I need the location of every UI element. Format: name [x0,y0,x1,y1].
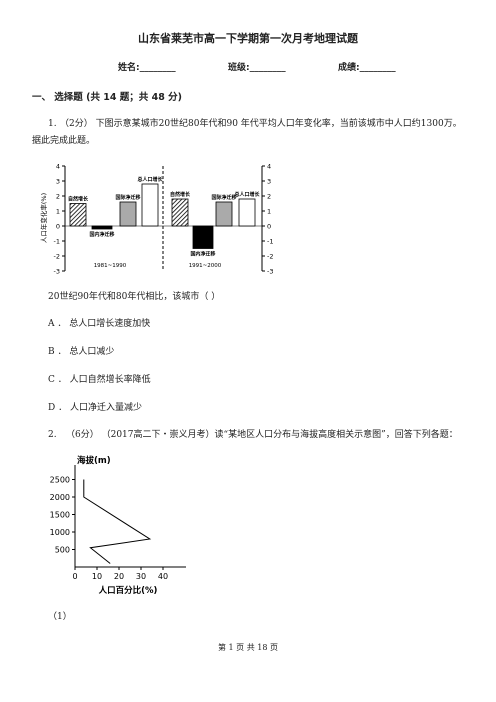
option[interactable]: B ． 总人口减少 [48,347,115,357]
bar [141,183,159,227]
bar [119,201,137,227]
y-tick-label: -2 [54,253,60,261]
bar-label: 自然增长 [68,196,89,203]
y-tick-label: -3 [267,268,273,276]
y-tick-label: 1 [267,208,271,216]
y-tick-label: 0 [267,223,271,231]
bar [171,198,189,227]
bar-label: 国内净迁移 [190,251,215,258]
y-tick-label: 4 [56,163,60,171]
bar [215,201,233,227]
question-stem: 20世纪90年代和80年代相比，该城市（ ） [48,292,221,302]
option[interactable]: C ． 人口自然增长率降低 [48,375,151,385]
y-tick-label: 2000 [50,493,70,502]
bar [192,225,214,249]
axis-title: 海拔(m) [77,455,111,466]
question-text: （2分） 下图示意某城市20世纪80年代和90 年代平均人口年变化率，当前该城市… [32,119,462,146]
x-axis-label: 人口百分比(%) [99,585,158,596]
data-line [83,479,152,564]
question-number: 1. [48,119,57,129]
y-axis-label: 人口年变化率(%) [40,193,48,243]
population-change-chart: -3 -3 -2 -2 -1 -1 0 0 1 1 2 2 3 3 4 4 人口年变化率(%) 1981~1990… [40,163,273,276]
y-tick-label: 0 [56,223,60,231]
y-tick-label: 2 [56,193,60,201]
question-number: 2. [48,430,57,440]
y-tick-label: 4 [267,163,271,171]
bar-label: 总人口增长 [137,176,163,183]
question-text: （6分） （2017高二下・崇义月考）读“某地区人口分布与海拔高度相关示意图”，… [66,430,458,440]
y-tick-label: -1 [54,238,60,246]
bar [238,198,256,227]
y-tick-label: 3 [56,178,60,186]
y-tick-label: 2 [267,193,271,201]
panel-label: 1991~2000 [189,263,222,269]
altitude-chart: 海拔(m) 人口百分比(%) 500 1000 1500 2000 2500 0 10 20 30 4… [50,455,186,596]
section-title: 一、 选择题 (共 14 题；共 48 分) [32,92,182,103]
page-footer: 第 1 页 共 18 页 [218,643,278,652]
x-tick-label: 20 [114,572,124,581]
y-tick-label: 1 [56,208,60,216]
y-tick-label: 3 [267,178,271,186]
bar-label: 自然增长 [170,191,191,198]
name-field: 姓名:________ [118,63,176,73]
y-tick-label: 1000 [50,528,70,537]
bar [69,203,87,227]
y-tick-label: -3 [54,268,60,276]
x-tick-label: 40 [158,572,168,581]
y-tick-label: -2 [267,253,273,261]
score-field: 成绩:________ [338,63,396,73]
bar-label: 国际净迁移 [115,194,140,201]
option[interactable]: A ． 总人口增长速度加快 [48,319,151,329]
doc-title: 山东省莱芜市高一下学期第一次月考地理试题 [138,32,358,45]
class-field: 班级:________ [228,63,286,73]
y-tick-label: 1500 [50,511,70,520]
x-tick-label: 30 [136,572,146,581]
bar [91,225,113,230]
bar-label: 国内净迁移 [89,231,114,238]
bar-label: 总人口增长 [234,191,260,198]
bar-label: 国际净迁移 [211,194,236,201]
sub-question: （1） [48,612,72,622]
x-tick-label: 0 [72,572,77,581]
y-tick-label: -1 [267,238,273,246]
panel-label: 1981~1990 [94,263,127,269]
y-tick-label: 2500 [50,476,70,485]
y-tick-label: 500 [55,546,70,555]
option[interactable]: D ． 人口净迁入量减少 [48,403,142,413]
x-tick-label: 10 [92,572,102,581]
